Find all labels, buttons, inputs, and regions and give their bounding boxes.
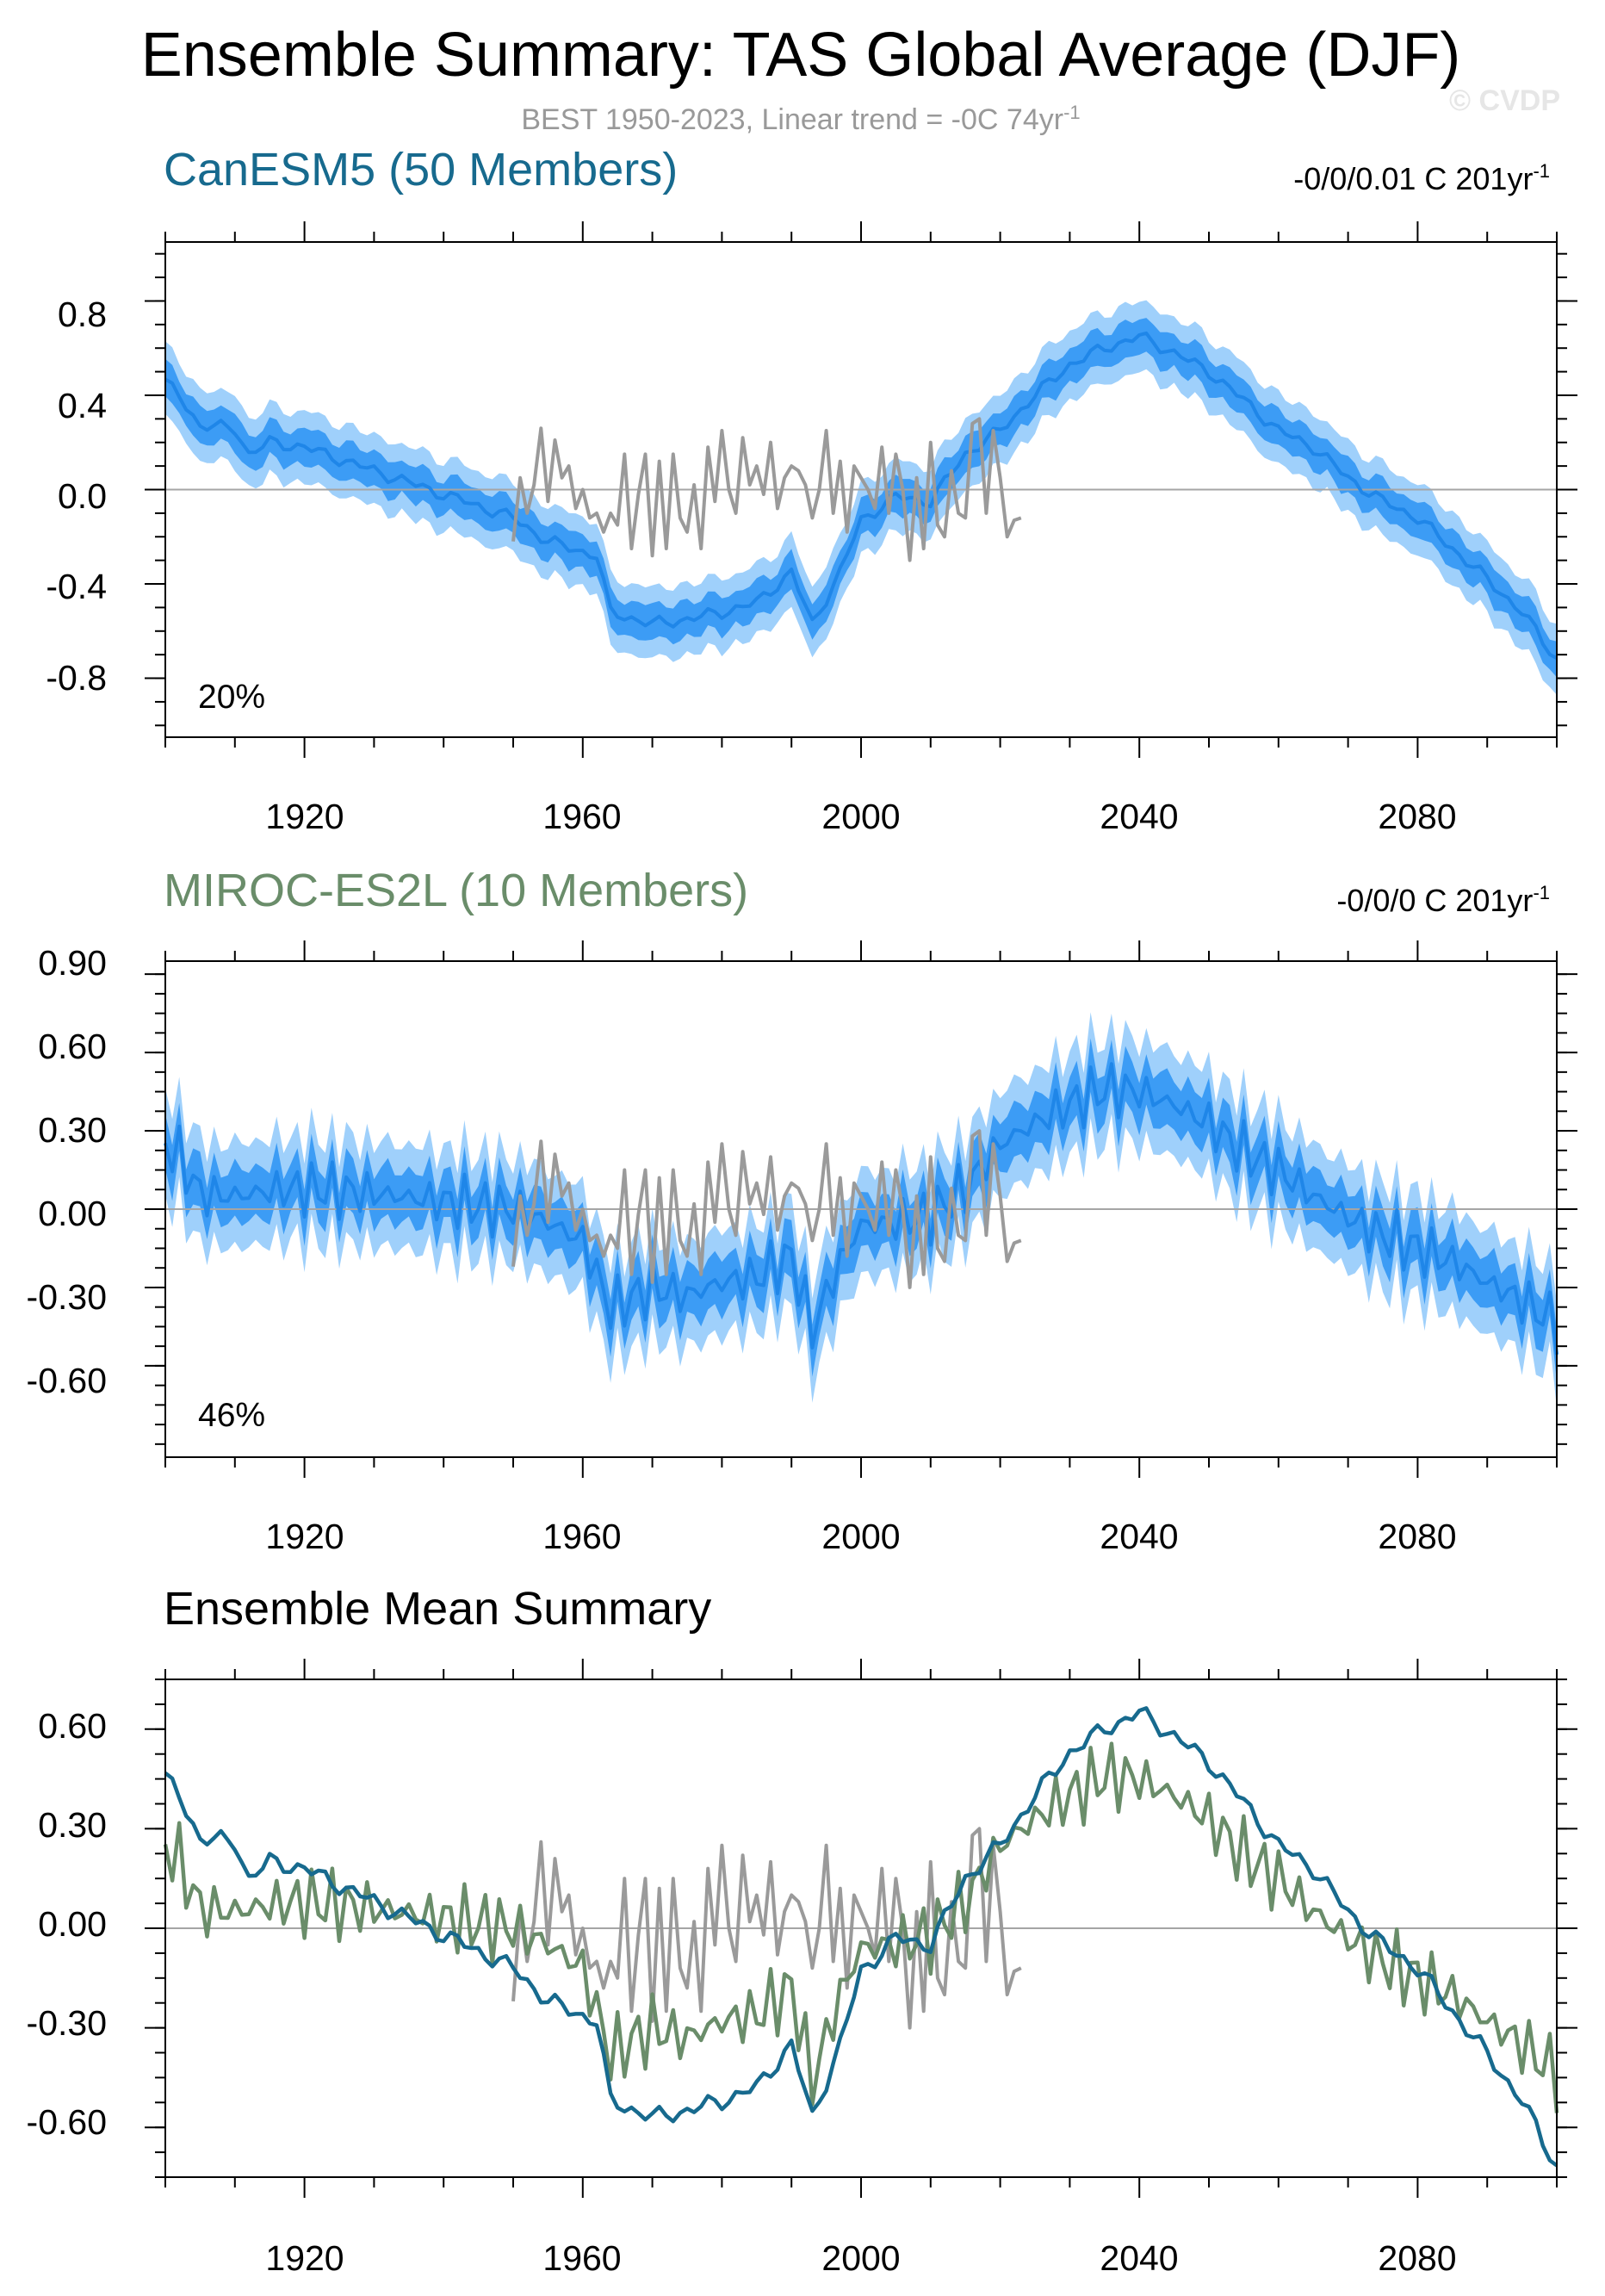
figure-subtitle: BEST 1950-2023, Linear trend = -0C 74yr-… (521, 102, 1080, 136)
panel-canesm5-ytick-label: -0.8 (46, 658, 107, 698)
panel-miroc-ytick-label: 0.30 (38, 1110, 107, 1150)
panel-miroc-observations-line (511, 1129, 1022, 1289)
spread-band-inner (165, 318, 1557, 678)
panel-canesm5-percent-label: 20% (198, 679, 265, 716)
panel-canesm5-xtick-label: 1960 (542, 797, 621, 836)
panel-summary-tick-marks (145, 1659, 1577, 2198)
panel-miroc-xtick-label: 2040 (1100, 1517, 1178, 1556)
panel-summary-title: Ensemble Mean Summary (164, 1583, 711, 1635)
panel-canesm5-ytick-label: 0.8 (58, 295, 107, 334)
panel-canesm5-spread-bands (165, 300, 1557, 695)
panel-miroc-ytick-label: 0.00 (38, 1194, 107, 1233)
panel-miroc-percent-label: 46% (198, 1397, 265, 1434)
panel-summary-ytick-label: -0.30 (27, 2003, 107, 2043)
panel-canesm5-frame (164, 241, 1558, 738)
panel-summary-ytick-label: 0.00 (38, 1904, 107, 1944)
panel-miroc: MIROC-ES2L (10 Members) -0/0/0 C 201yr-1… (27, 865, 1577, 1556)
panel-miroc-ytick-label: -0.60 (27, 1361, 107, 1400)
panel-canesm5-ytick-label: -0.4 (46, 567, 107, 606)
panel-summary-observations-line (511, 1827, 1022, 2030)
panel-summary-xtick-label: 2040 (1100, 2238, 1178, 2278)
panel-summary-miroc-mean-line (163, 1741, 1559, 2113)
panel-canesm5-ytick-label: 0.0 (58, 476, 107, 516)
panel-summary-xtick-label: 1920 (265, 2238, 344, 2278)
panel-miroc-frame (164, 960, 1558, 1458)
panel-summary-frame (164, 1679, 1558, 2178)
panel-miroc-xtick-label: 1920 (265, 1517, 344, 1556)
panel-canesm5-ensemble-mean-line (164, 331, 1558, 660)
panel-summary-ytick-label: -0.60 (27, 2102, 107, 2142)
panel-miroc-xtick-label: 2000 (821, 1517, 900, 1556)
panel-miroc-xtick-label: 2080 (1378, 1517, 1456, 1556)
panel-miroc-spread-bands (165, 1012, 1557, 1409)
panel-summary-ytick-label: 0.60 (38, 1706, 107, 1746)
panel-canesm5-xtick-label: 2040 (1100, 797, 1178, 836)
panel-miroc-title: MIROC-ES2L (10 Members) (164, 865, 748, 916)
panel-miroc-tick-marks (145, 940, 1577, 1478)
panel-summary-xtick-label: 2000 (821, 2238, 900, 2278)
panel-miroc-xtick-label: 1960 (542, 1517, 621, 1556)
panel-miroc-ensemble-mean-line (164, 1062, 1559, 1356)
panel-canesm5-title: CanESM5 (50 Members) (164, 144, 678, 195)
panel-canesm5-trend: -0/0/0.01 C 201yr-1 (1293, 160, 1550, 196)
spread-band-inner (165, 1038, 1557, 1382)
panel-summary-canesm5-mean-line (164, 1706, 1559, 2168)
panel-summary: Ensemble Mean Summary 0.60 0.30 0.00 -0.… (27, 1583, 1577, 2278)
panel-canesm5-tick-marks (145, 221, 1577, 758)
panel-canesm5: CanESM5 (50 Members) -0/0/0.01 C 201yr-1… (46, 144, 1577, 836)
panel-canesm5-observations-line (511, 417, 1022, 562)
panel-miroc-trend: -0/0/0 C 201yr-1 (1336, 882, 1550, 918)
figure-title: Ensemble Summary: TAS Global Average (DJ… (141, 21, 1461, 90)
panel-canesm5-xtick-label: 2000 (821, 797, 900, 836)
panel-canesm5-xtick-label: 1920 (265, 797, 344, 836)
panel-canesm5-xtick-label: 2080 (1378, 797, 1456, 836)
panel-miroc-ytick-label: 0.90 (38, 943, 107, 983)
panel-summary-xtick-label: 1960 (542, 2238, 621, 2278)
panel-canesm5-ytick-label: 0.4 (58, 386, 107, 425)
panel-miroc-ytick-label: 0.60 (38, 1027, 107, 1066)
panel-summary-ytick-label: 0.30 (38, 1805, 107, 1845)
panel-miroc-ytick-label: -0.30 (27, 1277, 107, 1317)
copyright-label: © CVDP (1449, 84, 1560, 117)
panel-summary-xtick-label: 2080 (1378, 2238, 1456, 2278)
